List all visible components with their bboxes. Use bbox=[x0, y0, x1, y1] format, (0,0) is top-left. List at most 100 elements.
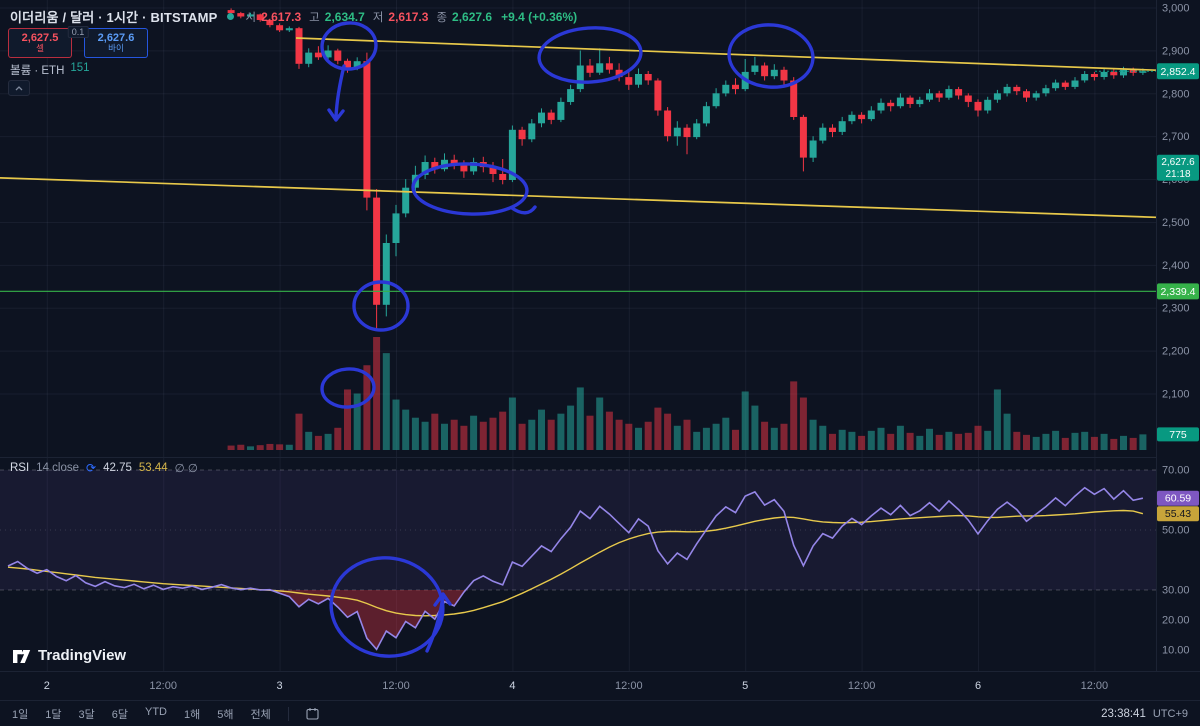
sync-icon[interactable]: ⟳ bbox=[86, 461, 97, 475]
time-axis-background[interactable] bbox=[0, 672, 1200, 700]
pane-collapse-button[interactable] bbox=[8, 80, 30, 96]
price-axis-background[interactable] bbox=[1156, 0, 1200, 700]
volume-bar bbox=[664, 413, 672, 450]
circle-rsi-low[interactable] bbox=[325, 551, 450, 664]
range-button-7[interactable]: 전체 bbox=[250, 708, 271, 721]
go-to-date-button[interactable] bbox=[306, 707, 319, 720]
circle-crash-low[interactable] bbox=[352, 280, 410, 332]
ohlc-field-label: 종 bbox=[436, 11, 448, 24]
rsi-tick-label: 10.00 bbox=[1162, 645, 1190, 657]
buy-button[interactable]: 2,627.6 바이 bbox=[84, 28, 148, 58]
candle bbox=[1110, 69, 1118, 79]
volume-bar bbox=[353, 393, 361, 450]
drawing-annotations[interactable] bbox=[320, 20, 816, 663]
candle bbox=[334, 48, 342, 65]
rsi-band bbox=[0, 470, 1156, 590]
volume-bar bbox=[334, 427, 342, 450]
ohlc-field-value: 2,617.3 bbox=[388, 9, 429, 24]
rsi-legend[interactable]: RSI 14 close ⟳ 42.75 53.44 ∅ ∅ bbox=[10, 461, 198, 475]
rsi-ma-line[interactable] bbox=[7, 509, 1144, 617]
sell-button[interactable]: 2,627.5 셀 bbox=[8, 28, 72, 58]
candle bbox=[819, 123, 827, 144]
candlestick-series[interactable] bbox=[227, 8, 1147, 328]
time-tick-label: 5 bbox=[742, 680, 748, 692]
tradingview-logo-text: TradingView bbox=[38, 647, 127, 664]
volume-legend[interactable]: 볼륨 · ETH 151 bbox=[10, 62, 90, 78]
trendline[interactable] bbox=[295, 37, 1157, 72]
candle bbox=[848, 111, 856, 125]
volume-bar bbox=[489, 417, 497, 450]
range-button-4[interactable]: YTD bbox=[145, 705, 167, 718]
alert-price-badge: 2,339.4 bbox=[1157, 283, 1199, 300]
clock[interactable]: 23:38:41 bbox=[1101, 707, 1146, 720]
circle-peak-2[interactable] bbox=[726, 21, 815, 90]
volume-bar bbox=[460, 425, 468, 450]
circle-volume-spike[interactable] bbox=[320, 367, 376, 409]
volume-series[interactable] bbox=[227, 336, 1147, 450]
candle bbox=[1032, 90, 1040, 101]
volume-bar bbox=[732, 429, 739, 450]
candle bbox=[984, 96, 992, 114]
candle bbox=[1081, 71, 1089, 83]
volume-bar bbox=[411, 417, 419, 450]
svg-text:2,627.6: 2,627.6 bbox=[1161, 157, 1195, 168]
range-button-3[interactable]: 6달 bbox=[111, 708, 128, 721]
price-tick-label: 2,700 bbox=[1162, 131, 1190, 143]
circle-top-left[interactable] bbox=[320, 20, 379, 71]
time-axis[interactable]: 2 12:00 3 12:00 4 12:00 5 12:00 6 12:00 bbox=[44, 680, 1108, 692]
candle bbox=[285, 26, 293, 32]
volume-bar bbox=[382, 353, 390, 450]
volume-bar bbox=[314, 435, 322, 450]
svg-text:55.43: 55.43 bbox=[1165, 508, 1191, 520]
symbol-title[interactable]: 이더리움 / 달러 · 1시간 · BITSTAMP bbox=[10, 10, 218, 25]
candle bbox=[557, 97, 565, 123]
candle bbox=[314, 46, 322, 60]
volume-bar bbox=[896, 425, 904, 450]
range-button-0[interactable]: 1일 bbox=[12, 708, 29, 721]
candle bbox=[935, 90, 943, 102]
volume-bar bbox=[1023, 434, 1030, 450]
candle bbox=[644, 71, 652, 85]
candle bbox=[829, 124, 836, 138]
volume-bar bbox=[877, 427, 885, 450]
arrow-up-rsi[interactable] bbox=[425, 592, 452, 653]
trendline[interactable] bbox=[0, 176, 1157, 219]
volume-bar bbox=[256, 445, 264, 450]
rsi-value-badge: 55.43 bbox=[1157, 506, 1199, 522]
svg-text:21:18: 21:18 bbox=[1165, 169, 1190, 180]
time-tick-label: 12:00 bbox=[848, 680, 876, 692]
range-button-2[interactable]: 3달 bbox=[78, 708, 95, 721]
volume-bar bbox=[1071, 432, 1079, 450]
market-status-dot[interactable] bbox=[226, 13, 234, 20]
candle bbox=[247, 12, 254, 18]
range-button-1[interactable]: 1달 bbox=[45, 708, 62, 721]
volume-bar bbox=[373, 336, 381, 450]
chart-canvas[interactable]: 3,0002,9002,8002,7002,6002,5002,4002,300… bbox=[0, 0, 1200, 700]
grid bbox=[0, 0, 1156, 671]
circle-consolidation[interactable] bbox=[411, 162, 529, 216]
candle bbox=[1003, 83, 1011, 97]
svg-text:2,339.4: 2,339.4 bbox=[1160, 286, 1195, 298]
buy-label: 바이 bbox=[108, 43, 124, 54]
volume-bar bbox=[421, 421, 429, 450]
candle bbox=[1013, 84, 1021, 96]
range-button-5[interactable]: 1해 bbox=[184, 708, 201, 721]
volume-bar bbox=[1052, 430, 1060, 450]
arrow-down[interactable] bbox=[327, 64, 346, 122]
timezone[interactable]: UTC+9 bbox=[1152, 707, 1188, 720]
candle bbox=[1052, 79, 1060, 91]
volume-bar bbox=[790, 381, 798, 450]
tradingview-logo[interactable]: TradingView bbox=[12, 646, 126, 665]
volume-indicator-value: 151 bbox=[70, 62, 90, 74]
volume-bar bbox=[935, 434, 943, 450]
candle bbox=[402, 179, 410, 218]
consolidation-tail[interactable] bbox=[510, 205, 537, 215]
ohlc-field-label: 시 bbox=[245, 11, 257, 24]
price-tick-label: 2,300 bbox=[1162, 303, 1190, 315]
rsi-line[interactable] bbox=[7, 486, 1144, 651]
volume-bar bbox=[644, 421, 652, 450]
svg-text:60.59: 60.59 bbox=[1165, 493, 1191, 505]
rsi-indicator-params: 14 close bbox=[36, 462, 80, 474]
range-button-6[interactable]: 5해 bbox=[217, 708, 234, 721]
circle-peak-1[interactable] bbox=[537, 25, 643, 86]
